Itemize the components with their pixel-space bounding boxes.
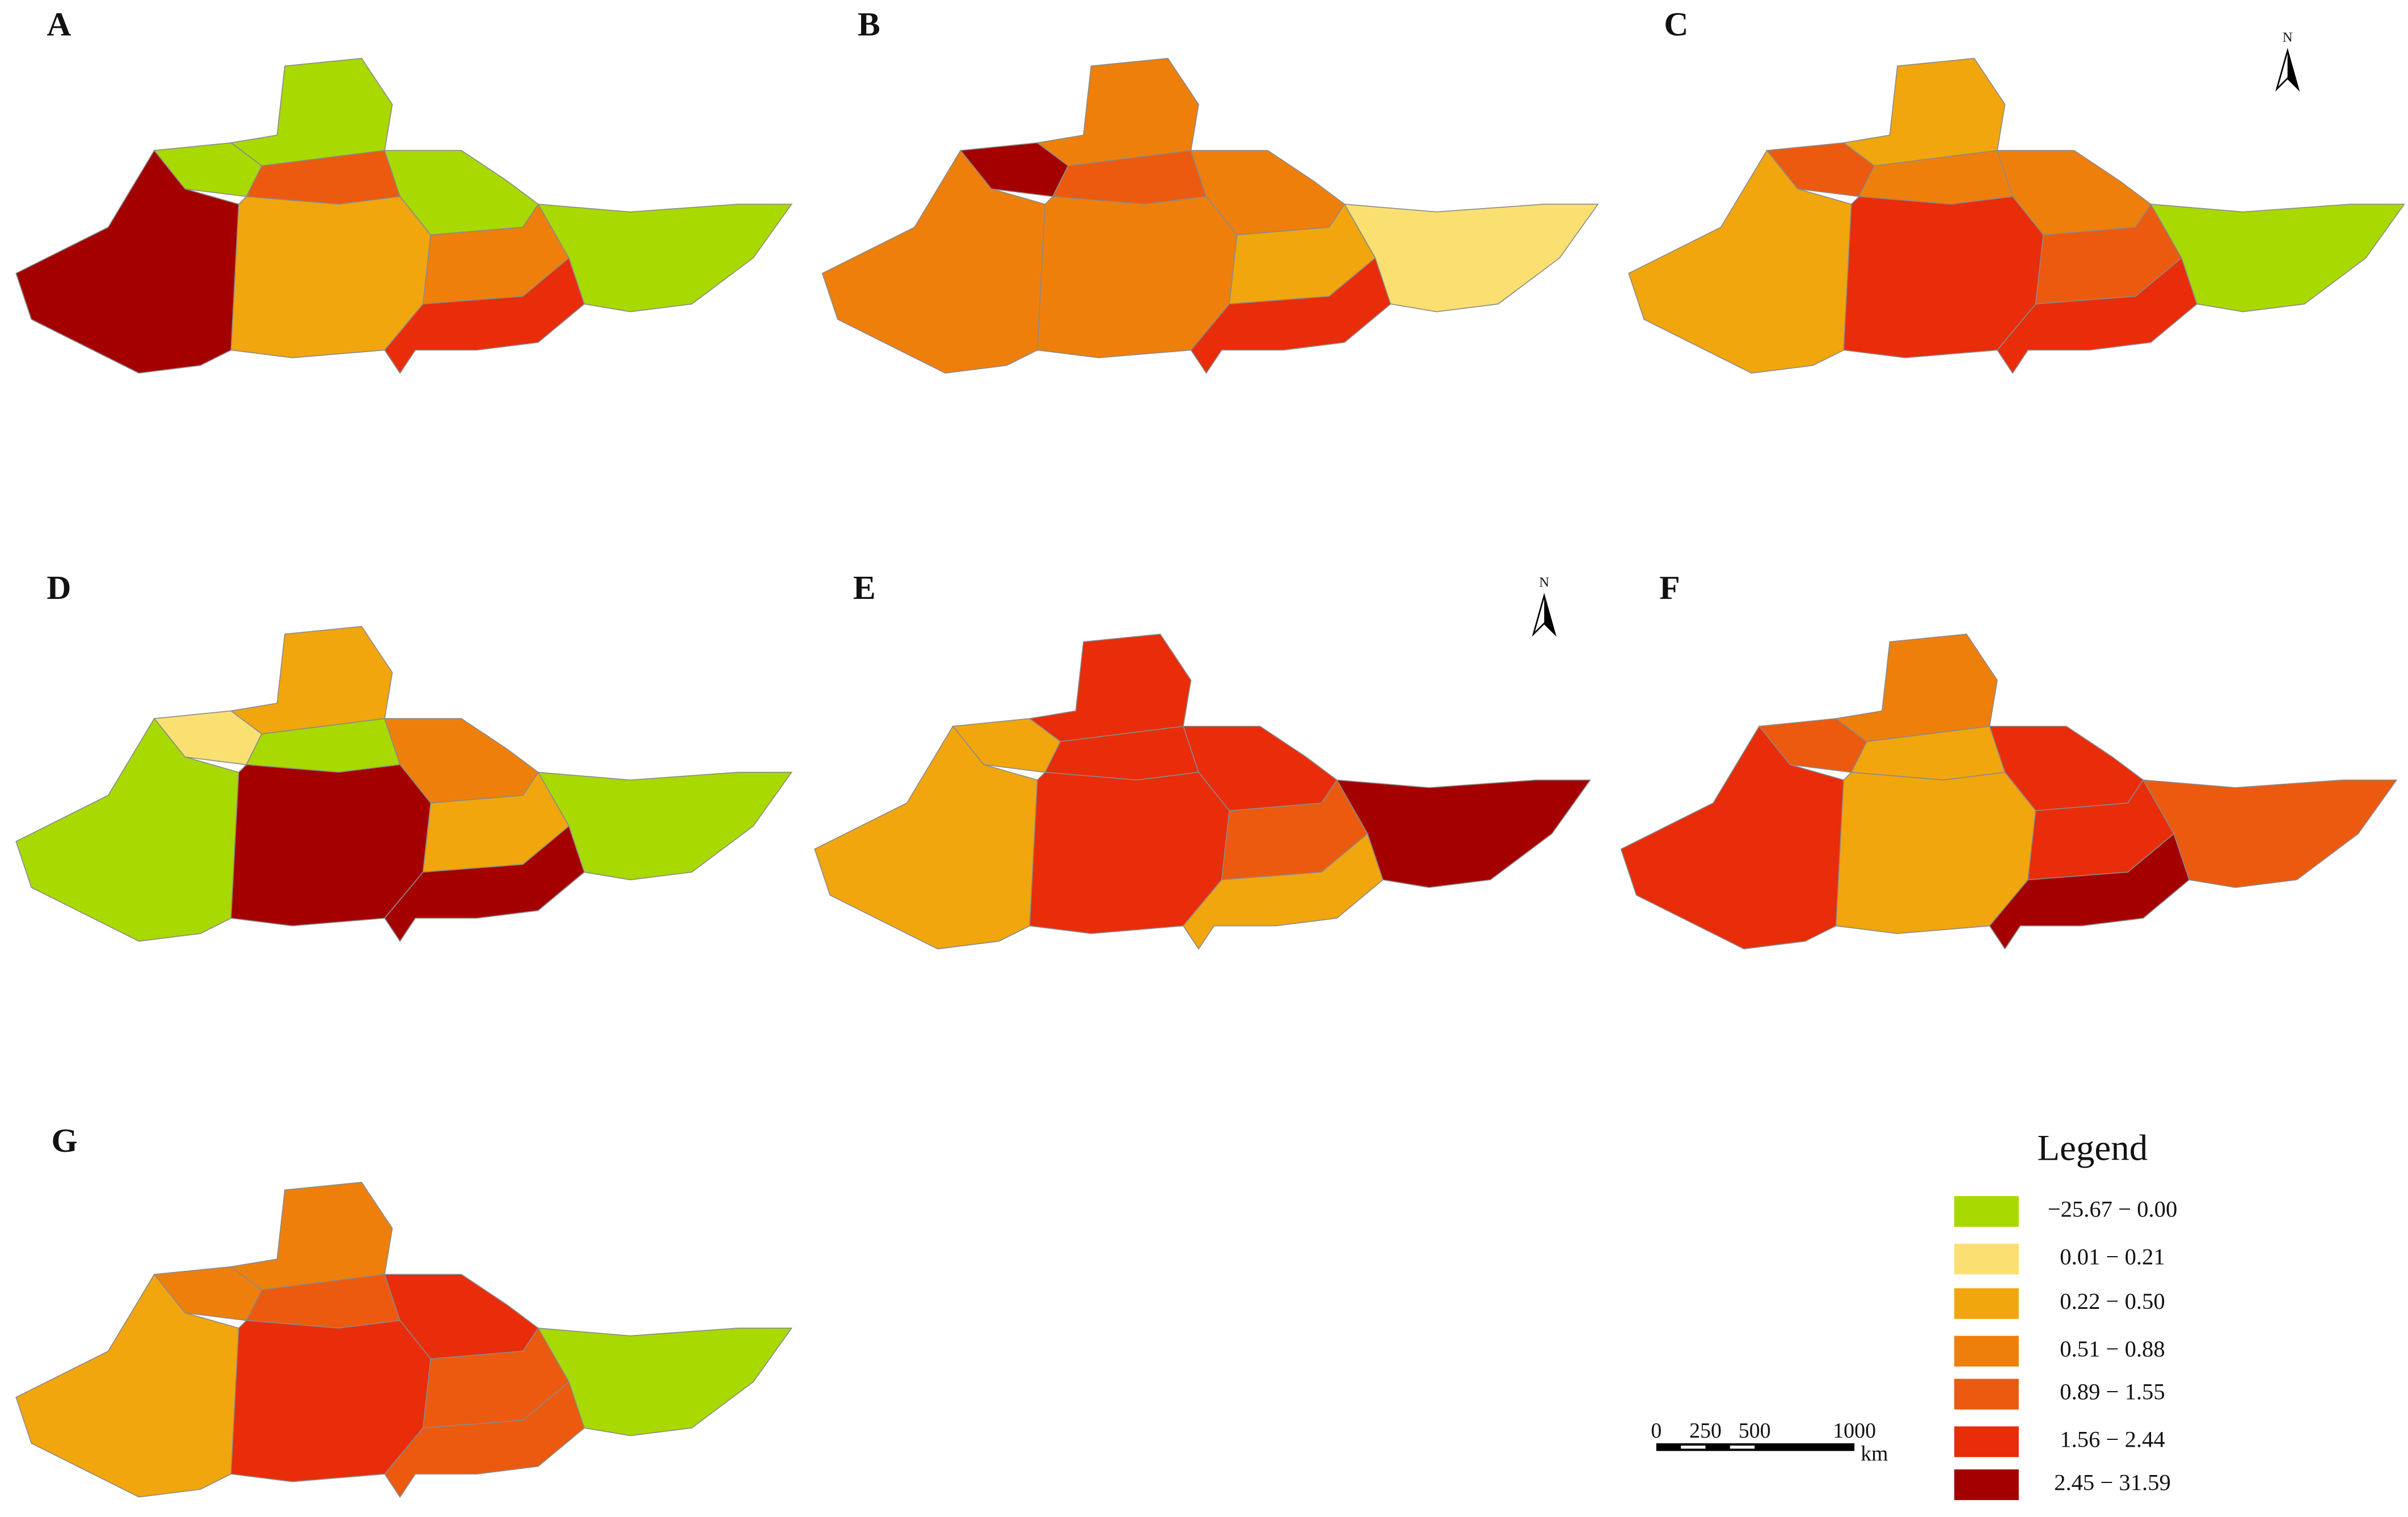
legend-label: 0.89 − 1.55 [2060, 1379, 2165, 1405]
region [537, 1328, 793, 1436]
legend-swatch [1954, 1379, 2019, 1410]
region [1989, 833, 2190, 950]
region [1996, 257, 2198, 374]
legend-swatch [1954, 1244, 2019, 1275]
region [537, 204, 793, 312]
map-panel [1628, 58, 2405, 374]
map-panel [15, 1181, 793, 1498]
region [230, 1181, 393, 1291]
north-arrow-half [2287, 50, 2299, 90]
region [384, 825, 585, 943]
legend-swatch [1954, 1196, 2019, 1227]
region [1182, 833, 1384, 950]
region [230, 626, 393, 735]
scale-bar-white [1681, 1446, 1706, 1449]
scale-tick-label: 250 [1689, 1419, 1722, 1443]
north-label: N [1539, 574, 1549, 590]
legend-swatch [1954, 1288, 2019, 1319]
panel-label: G [52, 1122, 78, 1159]
region [1036, 58, 1199, 167]
region [384, 1381, 585, 1498]
legend-title: Legend [2037, 1128, 2148, 1169]
legend-swatch [1954, 1426, 2019, 1457]
legend-label: 0.01 − 0.21 [2060, 1244, 2165, 1269]
panel-label: F [1659, 569, 1680, 606]
legend-label: 0.51 − 0.88 [2060, 1336, 2165, 1362]
region [1343, 204, 1599, 312]
panel-label: C [1664, 5, 1688, 43]
region [2142, 779, 2398, 888]
map-panel [821, 58, 1599, 374]
region [1842, 58, 2006, 167]
region [1028, 633, 1192, 742]
region [230, 58, 393, 167]
legend-label: 2.45 − 31.59 [2054, 1469, 2171, 1495]
region [1336, 779, 1592, 888]
region [1190, 257, 1391, 374]
scale-tick-label: 1000 [1833, 1419, 1876, 1443]
map-panel [1620, 633, 2398, 950]
map-panel [15, 58, 793, 374]
map-panel [15, 626, 793, 943]
legend-label: −25.67 − 0.00 [2048, 1197, 2178, 1222]
panel-label: B [858, 5, 880, 43]
legend-swatch [1954, 1469, 2019, 1501]
legend-label: 0.22 − 0.50 [2060, 1288, 2165, 1314]
scale-tick-label: 500 [1739, 1419, 1771, 1443]
panel-label: A [47, 5, 71, 43]
region [2150, 204, 2405, 312]
scale-bar-white [1730, 1446, 1755, 1449]
north-label: N [2283, 29, 2293, 45]
region [384, 257, 585, 374]
legend-label: 1.56 − 2.44 [2060, 1427, 2165, 1452]
north-arrow-half [1544, 595, 1555, 635]
map-panel [814, 633, 1592, 950]
region [537, 771, 793, 881]
region [1835, 633, 1998, 742]
panel-label: D [47, 569, 71, 606]
scale-unit: km [1861, 1442, 1888, 1465]
panel-label: E [853, 569, 876, 606]
scale-bar [1656, 1443, 1855, 1451]
legend-swatch [1954, 1336, 2019, 1367]
scale-tick-label: 0 [1651, 1419, 1661, 1443]
